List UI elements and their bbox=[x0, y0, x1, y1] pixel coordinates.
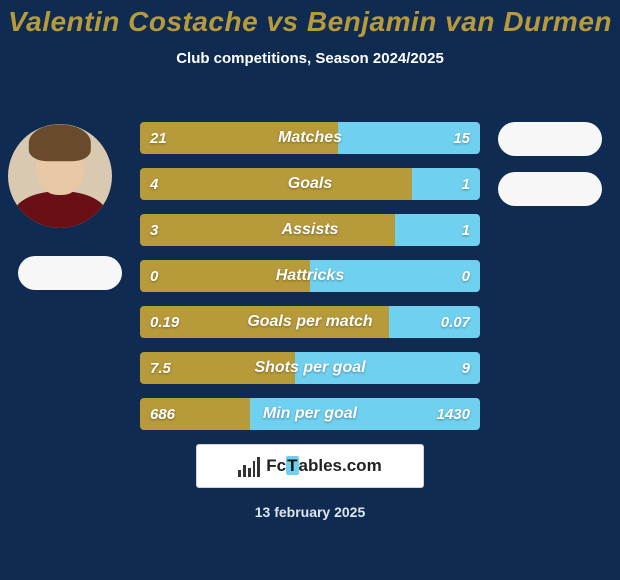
player-left-avatar bbox=[8, 124, 112, 228]
logo-text: FcTables.com bbox=[266, 456, 381, 476]
comparison-subtitle: Club competitions, Season 2024/2025 bbox=[0, 50, 620, 67]
comparison-title: Valentin Costache vs Benjamin van Durmen bbox=[0, 0, 620, 38]
avatar-hair bbox=[29, 124, 91, 161]
stat-label: Min per goal bbox=[140, 398, 480, 430]
avatar-shirt bbox=[13, 191, 107, 228]
stat-label: Goals per match bbox=[140, 306, 480, 338]
stat-label: Hattricks bbox=[140, 260, 480, 292]
player-right-club-pill-2 bbox=[498, 172, 602, 206]
stat-label: Matches bbox=[140, 122, 480, 154]
fctables-logo[interactable]: FcTables.com bbox=[196, 444, 424, 488]
stat-row: 00Hattricks bbox=[140, 260, 480, 292]
stat-label: Assists bbox=[140, 214, 480, 246]
logo-prefix: Fc bbox=[266, 456, 286, 475]
stat-row: 2115Matches bbox=[140, 122, 480, 154]
player-right-club-pill-1 bbox=[498, 122, 602, 156]
bar-chart-icon bbox=[238, 455, 260, 477]
stat-bars: 2115Matches 41Goals 31Assists 00Hattricks 0.… bbox=[140, 122, 480, 444]
stat-label: Shots per goal bbox=[140, 352, 480, 384]
stat-row: 41Goals bbox=[140, 168, 480, 200]
stat-row: 7.59Shots per goal bbox=[140, 352, 480, 384]
stat-label: Goals bbox=[140, 168, 480, 200]
logo-suffix: ables.com bbox=[299, 456, 382, 475]
stat-row: 6861430Min per goal bbox=[140, 398, 480, 430]
stat-row: 0.190.07Goals per match bbox=[140, 306, 480, 338]
comparison-card: Valentin Costache vs Benjamin van Durmen… bbox=[0, 0, 620, 580]
stat-row: 31Assists bbox=[140, 214, 480, 246]
player-left-club-pill bbox=[18, 256, 122, 290]
comparison-date: 13 february 2025 bbox=[0, 504, 620, 520]
logo-highlight: T bbox=[286, 456, 298, 475]
